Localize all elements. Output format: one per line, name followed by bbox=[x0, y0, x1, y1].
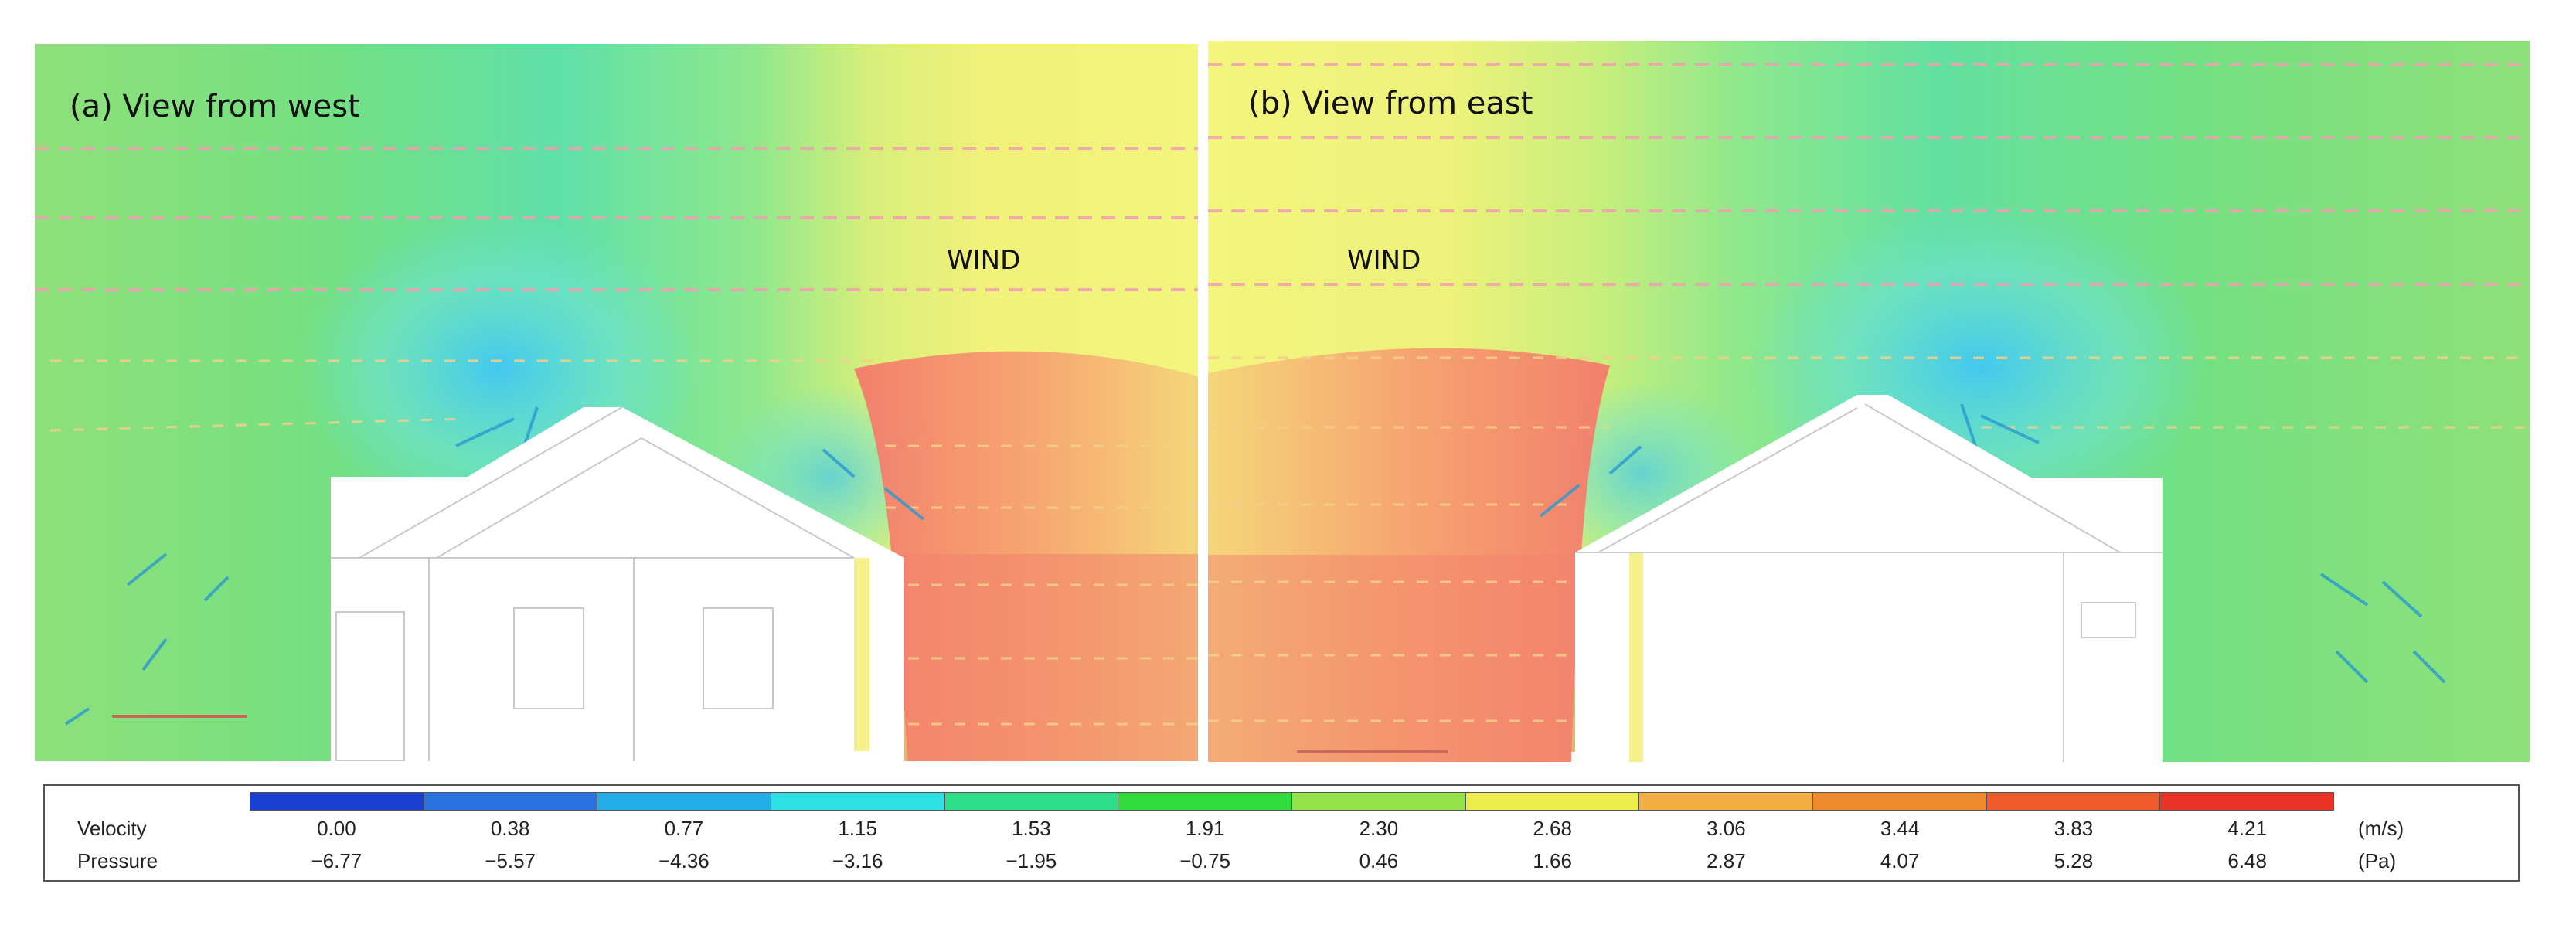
legend-swatch bbox=[1986, 793, 2161, 810]
velocity-unit: (m/s) bbox=[2358, 817, 2404, 840]
velocity-tick-label: 0.38 bbox=[490, 817, 530, 840]
velocity-tick-label: 4.21 bbox=[2227, 817, 2267, 840]
panel-title: (b) View from east bbox=[1248, 86, 1533, 121]
legend-swatch bbox=[2160, 793, 2334, 810]
house-east bbox=[1571, 395, 2163, 762]
legend-swatch bbox=[250, 793, 424, 810]
flow-vectors bbox=[1208, 356, 2530, 722]
wind-label: WIND bbox=[1347, 245, 1421, 276]
flow-streaks bbox=[35, 147, 1198, 291]
velocity-tick-label: 1.91 bbox=[1185, 817, 1225, 840]
velocity-tick-label: 3.06 bbox=[1707, 817, 1746, 840]
panel-title: (a) View from west bbox=[70, 89, 360, 124]
velocity-tick-label: 2.68 bbox=[1533, 817, 1572, 840]
pressure-tick-label: 4.07 bbox=[1880, 849, 1920, 872]
velocity-tick-label: 2.30 bbox=[1359, 817, 1399, 840]
legend-swatch bbox=[1118, 793, 1293, 810]
velocity-tick-label: 3.83 bbox=[2054, 817, 2094, 840]
flow-streaks bbox=[1208, 63, 2530, 286]
color-legend: Velocity Pressure 0.00 0.38 0.77 1.15 1.53 1.… bbox=[43, 784, 2520, 882]
legend-swatch bbox=[771, 793, 945, 810]
house-west bbox=[331, 406, 904, 761]
pressure-tick-label: −1.95 bbox=[1006, 849, 1057, 872]
pressure-tick-label: 0.46 bbox=[1359, 849, 1399, 872]
vortex-arrows bbox=[1539, 403, 2446, 684]
legend-swatch bbox=[1813, 793, 1987, 810]
pressure-tick-label: −6.77 bbox=[311, 849, 362, 872]
legend-swatch bbox=[944, 793, 1119, 810]
legend-swatch bbox=[1465, 793, 1640, 810]
pressure-unit: (Pa) bbox=[2358, 849, 2397, 872]
pressure-tick-label: −4.36 bbox=[658, 849, 710, 872]
pressure-tick-label: −3.16 bbox=[832, 849, 883, 872]
stagnation-zone bbox=[1208, 555, 1625, 762]
pressure-tick-label: 1.66 bbox=[1533, 849, 1572, 872]
velocity-tick-label: 1.53 bbox=[1012, 817, 1051, 840]
wind-label: WIND bbox=[947, 245, 1021, 276]
legend-swatch bbox=[1639, 793, 1814, 810]
velocity-tick-label: 1.15 bbox=[838, 817, 877, 840]
pressure-tick-label: −0.75 bbox=[1179, 849, 1231, 872]
panel-view-from-west: (a) View from west WIND bbox=[35, 44, 1198, 761]
pressure-tick-label: 2.87 bbox=[1707, 849, 1746, 872]
legend-swatch bbox=[1292, 793, 1466, 810]
velocity-tick-label: 0.00 bbox=[317, 817, 356, 840]
velocity-tick-label: 0.77 bbox=[664, 817, 704, 840]
flow-field-west bbox=[35, 44, 1198, 761]
legend-color-bar bbox=[250, 792, 2334, 811]
pressure-label: Pressure bbox=[77, 849, 158, 872]
legend-swatch bbox=[424, 793, 598, 810]
velocity-label: Velocity bbox=[77, 817, 147, 840]
velocity-tick-label: 3.44 bbox=[1880, 817, 1920, 840]
pressure-tick-label: 5.28 bbox=[2054, 849, 2094, 872]
pressure-tick-label: −5.57 bbox=[485, 849, 536, 872]
panel-view-from-east: (b) View from east WIND bbox=[1208, 41, 2530, 762]
flow-vectors bbox=[49, 359, 1198, 726]
flow-field-east bbox=[1208, 41, 2530, 762]
pressure-tick-label: 6.48 bbox=[2227, 849, 2267, 872]
legend-swatch bbox=[597, 793, 772, 810]
